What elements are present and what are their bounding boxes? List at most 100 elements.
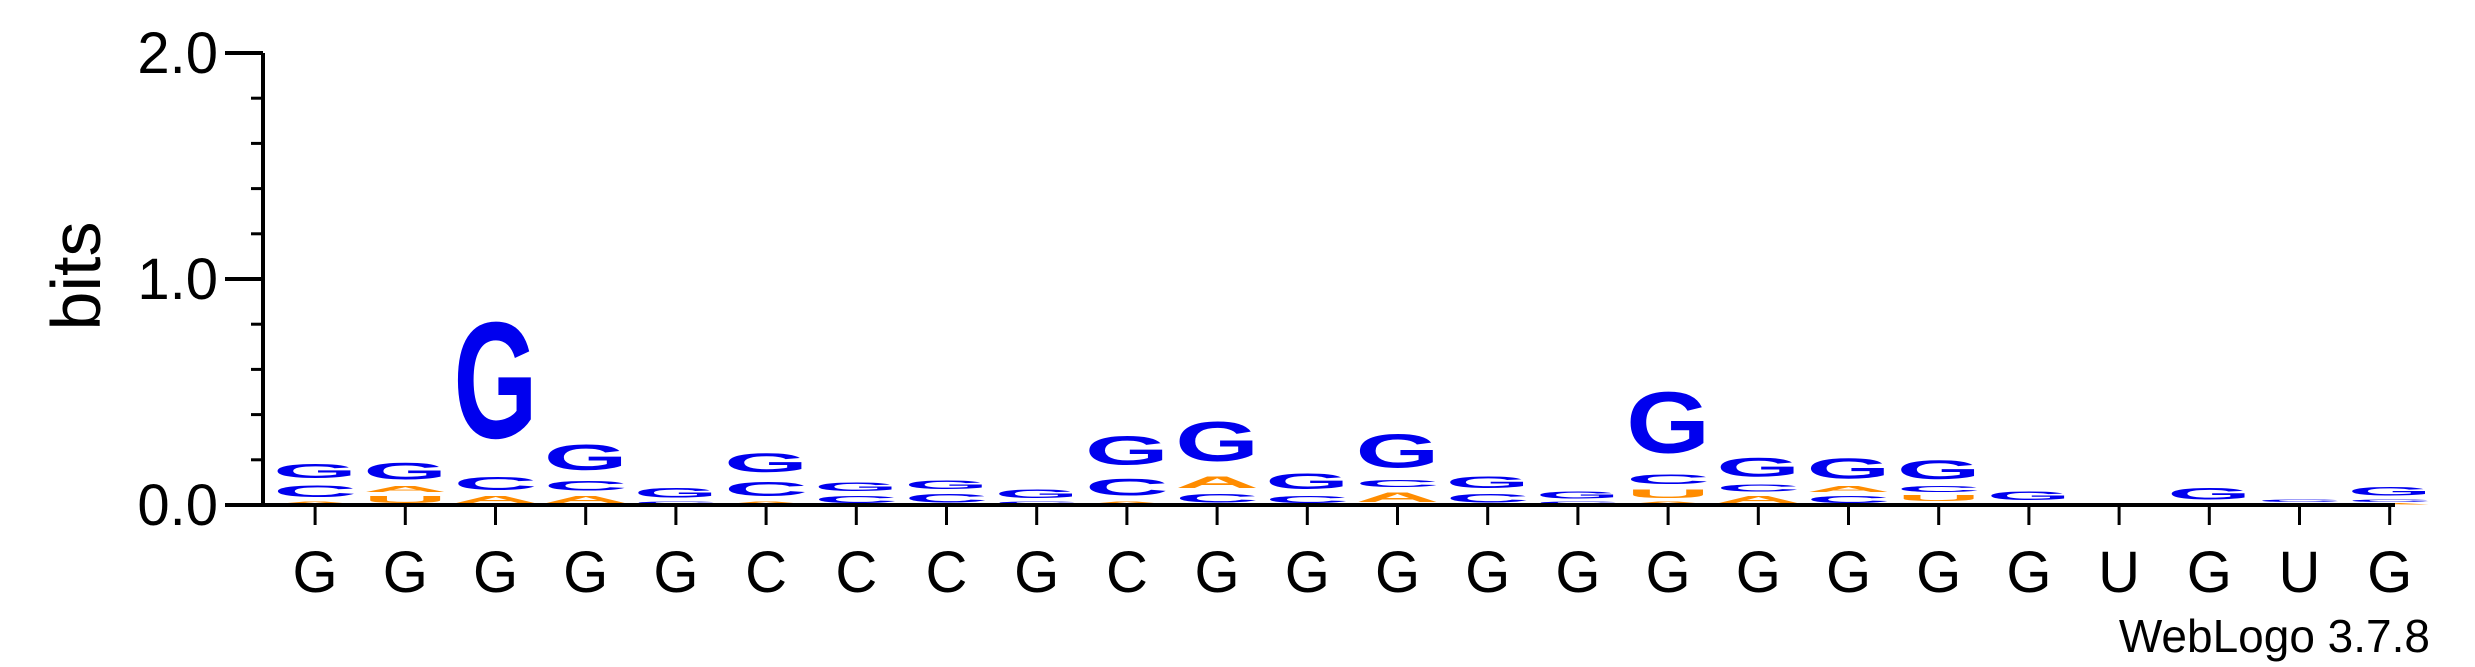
logo-glyph-c: C [2258, 498, 2342, 502]
logo-column: ACG [2348, 485, 2432, 505]
logo-glyph-c: C [544, 478, 628, 494]
x-tick-label: G [1555, 540, 1600, 605]
logo-glyph-c: C [1085, 473, 1169, 500]
logo-glyph-g: G [1626, 373, 1710, 471]
logo-glyph-g: G [1897, 455, 1981, 485]
logo-glyph-g: G [905, 478, 989, 492]
logo-column: CG [1536, 489, 1620, 505]
x-tick-label: G [2367, 540, 2412, 605]
logo-glyph-a: A [544, 494, 628, 505]
logo-glyph-a: A [1807, 485, 1891, 494]
logo-glyph-a: A [273, 501, 357, 505]
logo-glyph-c: C [1626, 471, 1710, 487]
y-axis-label: bits [37, 222, 115, 331]
logo-glyph-c: C [814, 494, 898, 505]
logo-glyph-g: G [1085, 428, 1169, 473]
logo-glyph-u: U [1897, 494, 1981, 503]
logo-glyph-g: G [814, 480, 898, 494]
logo-column: CG [1265, 469, 1349, 505]
x-tick-label: G [1014, 540, 1059, 605]
logo-glyph-a: A [363, 485, 447, 494]
logo-column: ACG [724, 448, 808, 505]
logo-glyph-u: U [363, 494, 447, 505]
logo-column: CG [905, 478, 989, 505]
x-tick-label: G [1646, 540, 1691, 605]
x-tick-label: C [1106, 540, 1148, 605]
x-tick-label: C [926, 540, 968, 605]
x-tick-label: G [1375, 540, 1420, 605]
logo-glyph-g: G [1807, 453, 1891, 485]
logo-glyph-a: A [1085, 501, 1169, 505]
logo-column: ACG [544, 437, 628, 505]
logo-column: ACG [1716, 453, 1800, 505]
logo-glyph-c: C [1807, 494, 1891, 505]
x-tick-label: G [293, 540, 338, 605]
logo-glyph-c: C [995, 501, 1079, 505]
logo-glyph-g: G [273, 460, 357, 482]
x-tick-label: G [1736, 540, 1781, 605]
logo-glyph-c: C [1356, 478, 1440, 489]
x-tick-label: G [2006, 540, 2051, 605]
y-axis: 0.0 1.0 2.0 [137, 21, 265, 538]
logo-glyph-c: C [1536, 501, 1620, 505]
logo-glyph-a: A [454, 494, 538, 505]
x-tick-label: G [1916, 540, 1961, 605]
logo-glyph-c: C [1175, 491, 1259, 505]
x-tick-label: C [745, 540, 787, 605]
logo-column: UG [1987, 489, 2071, 505]
logo-column: ACG [273, 460, 357, 505]
logo-glyph-c: C [1897, 485, 1981, 494]
x-tick-label: G [563, 540, 608, 605]
logo-glyph-a: A [1626, 501, 1710, 505]
x-tick-label: G [1826, 540, 1871, 605]
logo-column: CG [634, 485, 718, 505]
logo-glyph-g: G [363, 457, 447, 484]
x-tick-label: G [383, 540, 428, 605]
logo-glyph-g: G [2348, 485, 2432, 499]
x-tick-label: G [473, 540, 518, 605]
logo-glyph-g: G [1536, 489, 1620, 500]
logo-column: ACG [454, 287, 538, 505]
logo-glyph-g: G [1265, 469, 1349, 494]
x-tick-label: G [1285, 540, 1330, 605]
x-tick-label: G [1465, 540, 1510, 605]
logo-column: ACG [1085, 428, 1169, 505]
x-tick-label: U [2279, 540, 2321, 605]
logo-glyph-g: G [1987, 489, 2071, 503]
logo-column: ACG [1356, 423, 1440, 505]
logo-glyph-g: G [1446, 473, 1530, 491]
logo-glyph-a: A [1356, 489, 1440, 505]
x-tick-label: G [653, 540, 698, 605]
logo-glyph-layer: ACGUAGACGACGCGACGCGCGCGACGCAGCGACGCGCGAU… [273, 287, 2432, 505]
logo-glyph-a: A [724, 501, 808, 505]
logo-glyph-g: G [634, 485, 718, 501]
y-tick-label: 0.0 [137, 473, 218, 538]
logo-glyph-g: G [724, 448, 808, 478]
logo-glyph-g: G [1716, 453, 1800, 483]
logo-column: UG [2167, 485, 2251, 505]
logo-column: CAG [1807, 453, 1891, 505]
logo-glyph-c: C [454, 473, 538, 493]
logo-column: CG [995, 487, 1079, 505]
logo-column: CG [814, 480, 898, 505]
logo-glyph-c: C [905, 491, 989, 505]
y-tick-label: 1.0 [137, 247, 218, 312]
logo-column: CAG [1175, 410, 1259, 505]
logo-glyph-c: C [2348, 498, 2432, 502]
logo-glyph-u: U [1626, 487, 1710, 501]
logo-glyph-c: C [273, 482, 357, 500]
logo-glyph-g: G [2167, 485, 2251, 503]
logo-glyph-c: C [1265, 494, 1349, 505]
logo-glyph-g: G [1175, 410, 1259, 473]
logo-glyph-g: G [544, 437, 628, 478]
logo-glyph-g: G [995, 487, 1079, 501]
y-tick-label: 2.0 [137, 21, 218, 86]
x-tick-label: G [1195, 540, 1240, 605]
x-tick-label: G [2187, 540, 2232, 605]
weblogo-credit: WebLogo 3.7.8 [2119, 610, 2430, 662]
logo-glyph-a: A [1175, 473, 1259, 491]
logo-glyph-c: C [724, 478, 808, 501]
